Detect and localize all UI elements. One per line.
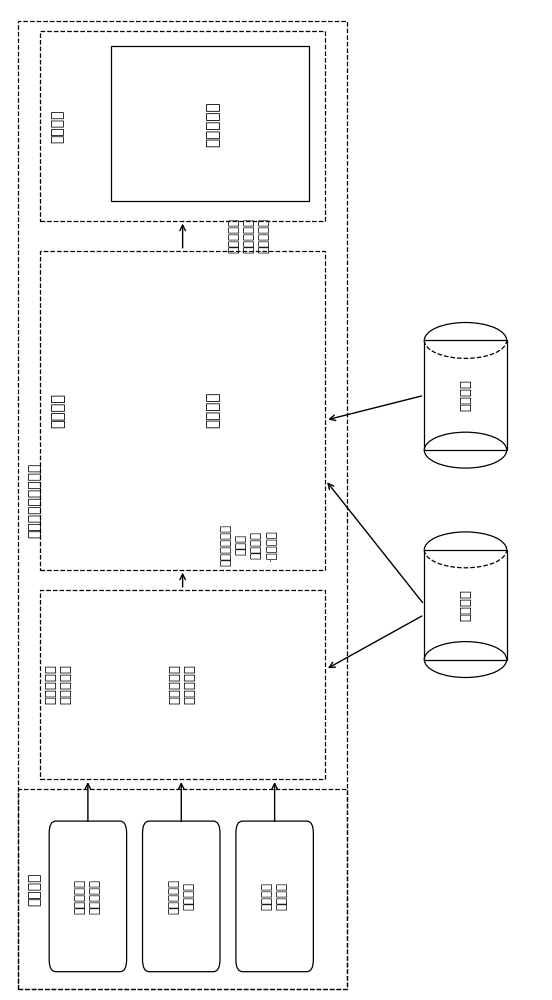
Text: 风险概率＋
与风险来源
有关的信息: 风险概率＋ 与风险来源 有关的信息 [227,218,270,253]
Text: 用于风险评估的算法: 用于风险评估的算法 [28,462,41,538]
Text: 优先规则: 优先规则 [459,379,472,411]
Text: 每位驾驶员的
概率、
操纵意图
·停车意图: 每位驾驶员的 概率、 操纵意图 ·停车意图 [220,524,278,566]
FancyBboxPatch shape [142,821,220,972]
Text: 必要动作？: 必要动作？ [205,101,220,147]
Text: 数据采集: 数据采集 [28,872,41,906]
Bar [40,31,326,221]
FancyBboxPatch shape [236,821,314,972]
Bar [424,340,507,450]
Text: 共享数据
（通信）: 共享数据 （通信） [261,882,289,910]
Text: 风险估计: 风险估计 [205,392,220,428]
Text: 对驾驶员的
意图的估计: 对驾驶员的 意图的估计 [168,664,197,704]
Text: 数字地图: 数字地图 [459,589,472,621]
FancyBboxPatch shape [49,821,126,972]
Bar [424,550,507,660]
Text: 数据本体感
觉性传感器: 数据本体感 觉性传感器 [74,879,102,914]
Text: 风险估计: 风险估计 [50,393,66,428]
Bar [18,21,347,989]
Text: 数据外感觉
性传感器: 数据外感觉 性传感器 [167,879,195,914]
Text: 对驾驶员的
意图的估计: 对驾驶员的 意图的估计 [44,664,72,704]
Bar [18,789,347,989]
Bar [112,46,309,201]
Bar [40,590,326,779]
Bar [40,251,326,570]
Text: 决策算法: 决策算法 [51,109,65,143]
